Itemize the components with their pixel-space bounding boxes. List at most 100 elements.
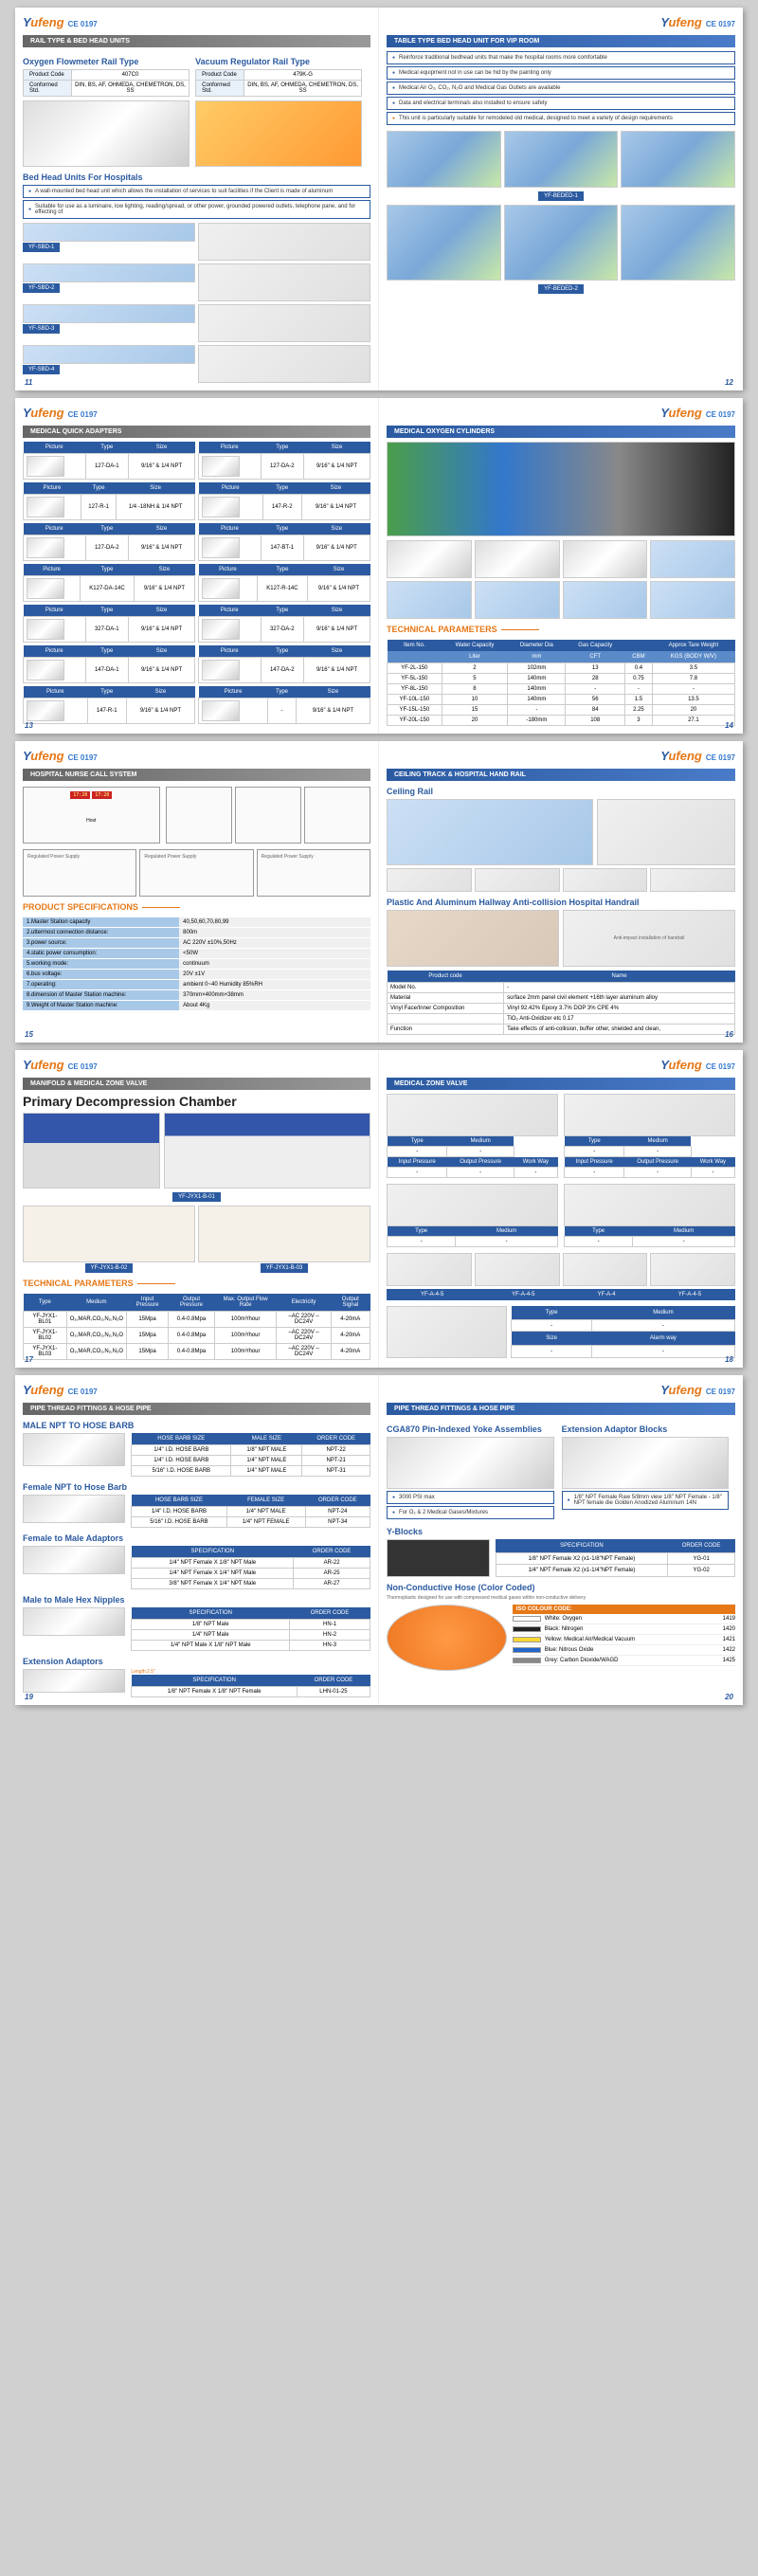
ce-mark: CE 0197 <box>706 1062 735 1071</box>
chamber-image <box>164 1113 370 1188</box>
fitting-image <box>23 1433 125 1466</box>
page-number: 13 <box>25 721 33 730</box>
ce-mark: CE 0197 <box>706 753 735 762</box>
note: Medical Air O₂, CO₂, N₂O and Medical Gas… <box>387 82 735 95</box>
fitting-table: HOSE BARB SIZEFEMALE SIZEORDER CODE1/4" … <box>131 1495 370 1528</box>
fitting-title: Extension Adaptors <box>23 1657 370 1666</box>
logo: Yufeng <box>660 1058 702 1072</box>
adapter-cell: PictureTypeSizeK127-DA-14C9/16" & 1/4 NP… <box>23 564 195 602</box>
adapter-cell: PictureTypeSize127-R-11/4 -18NH & 1/4 NP… <box>23 482 195 520</box>
page-number: 17 <box>25 1355 33 1364</box>
product-label: YF-JYX1-B-02 <box>85 1263 134 1273</box>
spread-11-12: Yufeng CE 0197 RAIL TYPE & BED HEAD UNITS… <box>15 8 743 390</box>
page-number: 16 <box>725 1030 733 1039</box>
section-header: HOSPITAL NURSE CALL SYSTEM <box>23 769 370 781</box>
diagram-image <box>198 223 370 261</box>
logo: Yufeng <box>660 15 702 29</box>
product-image <box>23 100 190 167</box>
rail-part-image <box>650 868 735 892</box>
page-number: 19 <box>25 1693 33 1701</box>
handrail-spec-table: Product codeNameModel No.-Materialsurfac… <box>387 971 735 1035</box>
handrail-image <box>387 910 559 967</box>
ceiling-image <box>387 799 593 865</box>
page-18: YufengCE 0197 MEDICAL ZONE VALVE TypeMed… <box>379 1050 743 1368</box>
hose-image <box>387 1605 507 1671</box>
ceiling-title: Ceiling Rail <box>387 787 735 796</box>
ce-mark: CE 0197 <box>68 1062 98 1071</box>
bed-unit-image <box>23 345 195 364</box>
cylinder-image <box>387 540 472 578</box>
bed-unit-image <box>23 223 195 242</box>
diagram-image <box>198 345 370 383</box>
page-15: YufengCE 0197 HOSPITAL NURSE CALL SYSTEM… <box>15 741 379 1043</box>
section-header: MEDICAL OXYGEN CYLINDERS <box>387 426 735 438</box>
cylinder-image <box>387 581 472 619</box>
page-13: YufengCE 0197 MEDICAL QUICK ADAPTERS Pic… <box>15 398 379 734</box>
station-diagram <box>235 787 301 844</box>
valve-box-image <box>387 1306 507 1358</box>
cylinder-image <box>563 540 648 578</box>
zone-valve-image <box>387 1184 558 1226</box>
vip-room-image <box>387 131 501 188</box>
fitting-table: SPECIFICATIONORDER CODE1/8" NPT MaleHN-1… <box>131 1607 370 1651</box>
fitting-image <box>23 1495 125 1523</box>
section-header: PIPE THREAD FITTINGS & HOSE PIPE <box>387 1403 735 1415</box>
tech-params-title: TECHNICAL PARAMETERS <box>23 1279 370 1288</box>
cylinders-image <box>387 442 735 536</box>
zone-valve-image <box>564 1094 735 1136</box>
cylinder-image <box>475 540 560 578</box>
product-label: YF-BEDED-2 <box>538 284 584 294</box>
yoke-title: CGA870 Pin-Indexed Yoke Assemblies <box>387 1424 554 1434</box>
panel-image <box>23 1206 195 1262</box>
section-header: RAIL TYPE & BED HEAD UNITS <box>23 35 370 47</box>
primary-title: Primary Decompression Chamber <box>23 1094 370 1109</box>
yoke-note: For O₂ & 2 Medical Gases/Mixtures <box>387 1506 554 1519</box>
tech-params-table: TypeMediumInput PressureOutput PressureM… <box>23 1294 370 1360</box>
note: Data and electrical terminals also insta… <box>387 97 735 110</box>
hose-title: Non-Conductive Hose (Color Coded) <box>387 1583 735 1592</box>
spread-15-16: YufengCE 0197 HOSPITAL NURSE CALL SYSTEM… <box>15 741 743 1043</box>
ce-mark: CE 0197 <box>68 20 98 28</box>
yblock-title: Y-Blocks <box>387 1527 735 1536</box>
page-20: YufengCE 0197 PIPE THREAD FITTINGS & HOS… <box>379 1375 743 1705</box>
note: This unit is particularly suitable for r… <box>387 112 735 125</box>
valve-box-image <box>387 1253 472 1286</box>
page-number: 12 <box>725 378 733 387</box>
adapter-cell: PictureTypeSize-9/16" & 1/4 NPT <box>198 686 370 724</box>
rail-part-image <box>387 868 472 892</box>
zone-valve-image <box>387 1094 558 1136</box>
vip-room-image <box>621 205 735 281</box>
diagram-image <box>198 304 370 342</box>
adapter-cell: PictureTypeSize327-DA-19/16" & 1/4 NPT <box>23 605 195 643</box>
station-diagram <box>166 787 232 844</box>
adapter-cell: PictureTypeSize147-R-19/16" & 1/4 NPT <box>23 686 195 724</box>
spec-title: PRODUCT SPECIFICATIONS <box>23 902 370 912</box>
bed-unit-image <box>23 304 195 323</box>
fitting-image <box>23 1607 125 1636</box>
station-diagram: Regulated Power Supply <box>23 849 136 897</box>
ce-mark: CE 0197 <box>706 20 735 28</box>
valve-box-image <box>475 1253 560 1286</box>
vip-room-image <box>621 131 735 188</box>
ce-mark: CE 0197 <box>706 410 735 419</box>
page-11: YufengCE 0197 RAIL TYPE & BED HEAD UNITS… <box>15 8 379 390</box>
zone-labels-table: YF-A-4-5YF-A-4-5YF-A-4YF-A-4-5 <box>387 1289 735 1300</box>
adapter-grid: PictureTypeSize127-DA-19/16" & 1/4 NPTPi… <box>23 442 370 724</box>
ce-mark: CE 0197 <box>68 410 98 419</box>
station-diagram <box>304 787 370 844</box>
host-diagram: 17:2817:28 Host <box>23 787 160 844</box>
fitting-image <box>23 1546 125 1574</box>
product-label: YF-BEDED-1 <box>538 191 584 201</box>
tech-params-title: TECHNICAL PARAMETERS <box>387 625 735 634</box>
host-label: Host <box>27 818 155 824</box>
cylinder-image <box>563 581 648 619</box>
zone-valve-image <box>564 1184 735 1226</box>
fitting-title: Male to Male Hex Nipples <box>23 1595 370 1605</box>
handrail-title: Plastic And Aluminum Hallway Anti-collis… <box>387 898 735 907</box>
spread-13-14: YufengCE 0197 MEDICAL QUICK ADAPTERS Pic… <box>15 398 743 734</box>
product-label: YF-SBD-2 <box>23 283 60 293</box>
fitting-table: SPECIFICATIONORDER CODE1/4" NPT Female X… <box>131 1546 370 1589</box>
product-label: YF-SBD-3 <box>23 324 60 334</box>
fitting-title: MALE NPT TO HOSE BARB <box>23 1421 370 1430</box>
adapter-cell: PictureTypeSize127-DA-29/16" & 1/4 NPT <box>198 442 370 480</box>
